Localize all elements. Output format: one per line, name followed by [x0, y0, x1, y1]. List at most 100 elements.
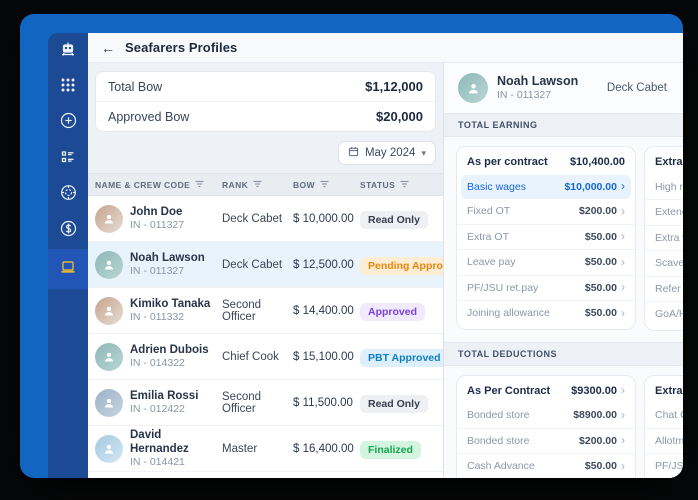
bow-summary-card: Total Bow $1,12,000 Approved Bow $20,000 — [95, 71, 436, 132]
line-item[interactable]: Refer bo — [645, 275, 683, 302]
total-bow-label: Total Bow — [108, 79, 163, 94]
status-badge: Pending Approval — [360, 256, 443, 275]
line-label: Extra wo — [655, 231, 683, 244]
dollar-circle-icon — [60, 220, 77, 242]
approved-bow-label: Approved Bow — [108, 109, 190, 124]
avatar — [95, 296, 123, 325]
earning-cards: As per contract $10,400.00 Basic wages $… — [444, 137, 683, 342]
sidebar-item-helm[interactable] — [48, 177, 88, 213]
table-row[interactable]: Emilia Rossi IN - 012422 Second Officer … — [88, 380, 443, 426]
avatar — [95, 250, 123, 279]
line-item[interactable]: Joining allowance $50.00 › — [457, 300, 635, 326]
calendar-icon — [348, 146, 359, 160]
line-item[interactable]: Bonded store $8900.00 › — [457, 403, 635, 428]
crew-code: IN - 014421 — [130, 456, 185, 469]
deduction-contract-header[interactable]: As Per Contract $9300.00 › — [467, 383, 625, 398]
crew-rank: Second Officer — [222, 390, 262, 415]
approved-bow-value: $20,000 — [376, 109, 423, 124]
crew-code: IN - 012422 — [130, 403, 185, 416]
approved-bow-row: Approved Bow $20,000 — [96, 101, 435, 131]
sidebar-item-payments[interactable] — [48, 249, 88, 289]
col-bow[interactable]: BOW — [293, 180, 360, 190]
table-row[interactable]: Noah Lawson IN - 011327 Deck Cabet $ 12,… — [88, 242, 443, 288]
helm-icon — [60, 184, 77, 206]
deduction-extra-header: Extra De — [655, 384, 683, 397]
total-bow-row: Total Bow $1,12,000 — [96, 72, 435, 101]
line-label: Cash Advance — [467, 460, 535, 473]
line-item[interactable]: High risk — [645, 175, 683, 200]
line-item[interactable]: Extra wo — [645, 224, 683, 251]
crew-code: IN - 011327 — [130, 265, 185, 278]
line-item[interactable]: Cash Advance $50.00 › — [457, 453, 635, 478]
earning-contract-header: As per contract $10,400.00 — [467, 156, 625, 169]
sidebar-item-apps[interactable] — [48, 69, 88, 105]
line-value: $200.00 — [579, 434, 617, 447]
add-circle-icon — [60, 112, 77, 134]
chevron-right-icon: › — [621, 305, 625, 320]
table-row[interactable]: Adrien Dubois IN - 014322 Chief Cook $ 1… — [88, 334, 443, 380]
crew-name: Kimiko Tanaka — [130, 297, 211, 310]
crew-bow: $ 14,400.00 — [293, 304, 354, 317]
line-label: High risk — [655, 180, 683, 193]
month-dropdown[interactable]: May 2024 ▾ — [337, 141, 436, 165]
sidebar-item-payroll[interactable] — [48, 213, 88, 249]
table-row[interactable]: John Doe IN - 011327 Deck Cabet $ 10,000… — [88, 196, 443, 242]
deduction-contract-card: As Per Contract $9300.00 › Bonded store … — [456, 374, 636, 478]
filter-icon[interactable] — [320, 180, 329, 190]
line-item[interactable]: Basic wages $10,000.00 › — [461, 174, 631, 199]
filter-icon[interactable] — [253, 180, 262, 190]
chevron-right-icon: › — [621, 179, 625, 194]
line-label: Extra OT — [467, 230, 510, 243]
filter-icon[interactable] — [400, 180, 409, 190]
crew-rank: Chief Cook — [222, 350, 279, 363]
sidebar-item-vessel[interactable] — [48, 33, 88, 69]
laptop-icon — [59, 258, 77, 281]
line-item[interactable]: Chat Ca — [645, 403, 683, 428]
col-status[interactable]: STATUS — [360, 180, 443, 190]
avatar — [95, 342, 123, 371]
crew-code: IN - 014322 — [130, 357, 185, 370]
line-label: Bonded store — [467, 409, 530, 422]
line-item[interactable]: Fixed OT $200.00 › — [457, 199, 635, 224]
col-name[interactable]: NAME & CREW CODE — [95, 180, 222, 190]
section-total-deductions: TOTAL DEDUCTIONS — [444, 341, 683, 366]
back-arrow-icon[interactable]: ← — [101, 39, 115, 56]
crew-name: Adrien Dubois — [130, 343, 209, 356]
crew-list-panel: Total Bow $1,12,000 Approved Bow $20,000 — [88, 63, 444, 478]
avatar — [95, 388, 123, 417]
status-badge: Read Only — [360, 210, 428, 229]
line-item[interactable]: PF/JSU r — [645, 453, 683, 478]
sidebar-item-tasks[interactable] — [48, 141, 88, 177]
crew-name: David Hernandez — [130, 428, 189, 455]
line-label: Refer bo — [655, 282, 683, 295]
line-item[interactable]: Leave pay $50.00 › — [457, 249, 635, 275]
line-item[interactable]: Extra OT $50.00 › — [457, 223, 635, 250]
crew-rank: Master — [222, 442, 258, 455]
line-label: Fixed OT — [467, 205, 511, 218]
status-badge: PBT Approved — [360, 348, 443, 367]
chevron-right-icon: › — [621, 280, 625, 295]
line-value: $50.00 — [584, 256, 617, 269]
chevron-right-icon: › — [621, 383, 625, 398]
table-row[interactable]: Kimiko Tanaka IN - 011332 Second Officer… — [88, 288, 443, 334]
crew-bow: $ 11,500.00 — [293, 396, 353, 409]
line-label: Basic wages — [467, 180, 526, 193]
line-item[interactable]: PF/JSU ret.pay $50.00 › — [457, 274, 635, 301]
line-item[interactable]: Allotmen — [645, 427, 683, 454]
filter-icon[interactable] — [195, 180, 204, 190]
line-item[interactable]: Scaveng — [645, 250, 683, 276]
line-item[interactable]: Extende — [645, 199, 683, 225]
line-item[interactable]: GoA/HR — [645, 301, 683, 327]
crew-name: Emilia Rossi — [130, 389, 199, 402]
line-item[interactable]: Bonded store $200.00 › — [457, 427, 635, 454]
sidebar-item-add[interactable] — [48, 105, 88, 141]
crew-name: John Doe — [130, 205, 183, 218]
chevron-down-icon: ▾ — [421, 147, 426, 158]
avatar — [95, 434, 123, 463]
crew-code: IN - 011332 — [130, 311, 185, 324]
col-rank[interactable]: RANK — [222, 180, 293, 190]
table-row[interactable]: David Hernandez IN - 014421 Master $ 16,… — [88, 426, 443, 472]
line-label: PF/JSU ret.pay — [467, 281, 539, 294]
crew-bow: $ 15,100.00 — [293, 350, 354, 363]
tasks-icon — [60, 149, 76, 170]
